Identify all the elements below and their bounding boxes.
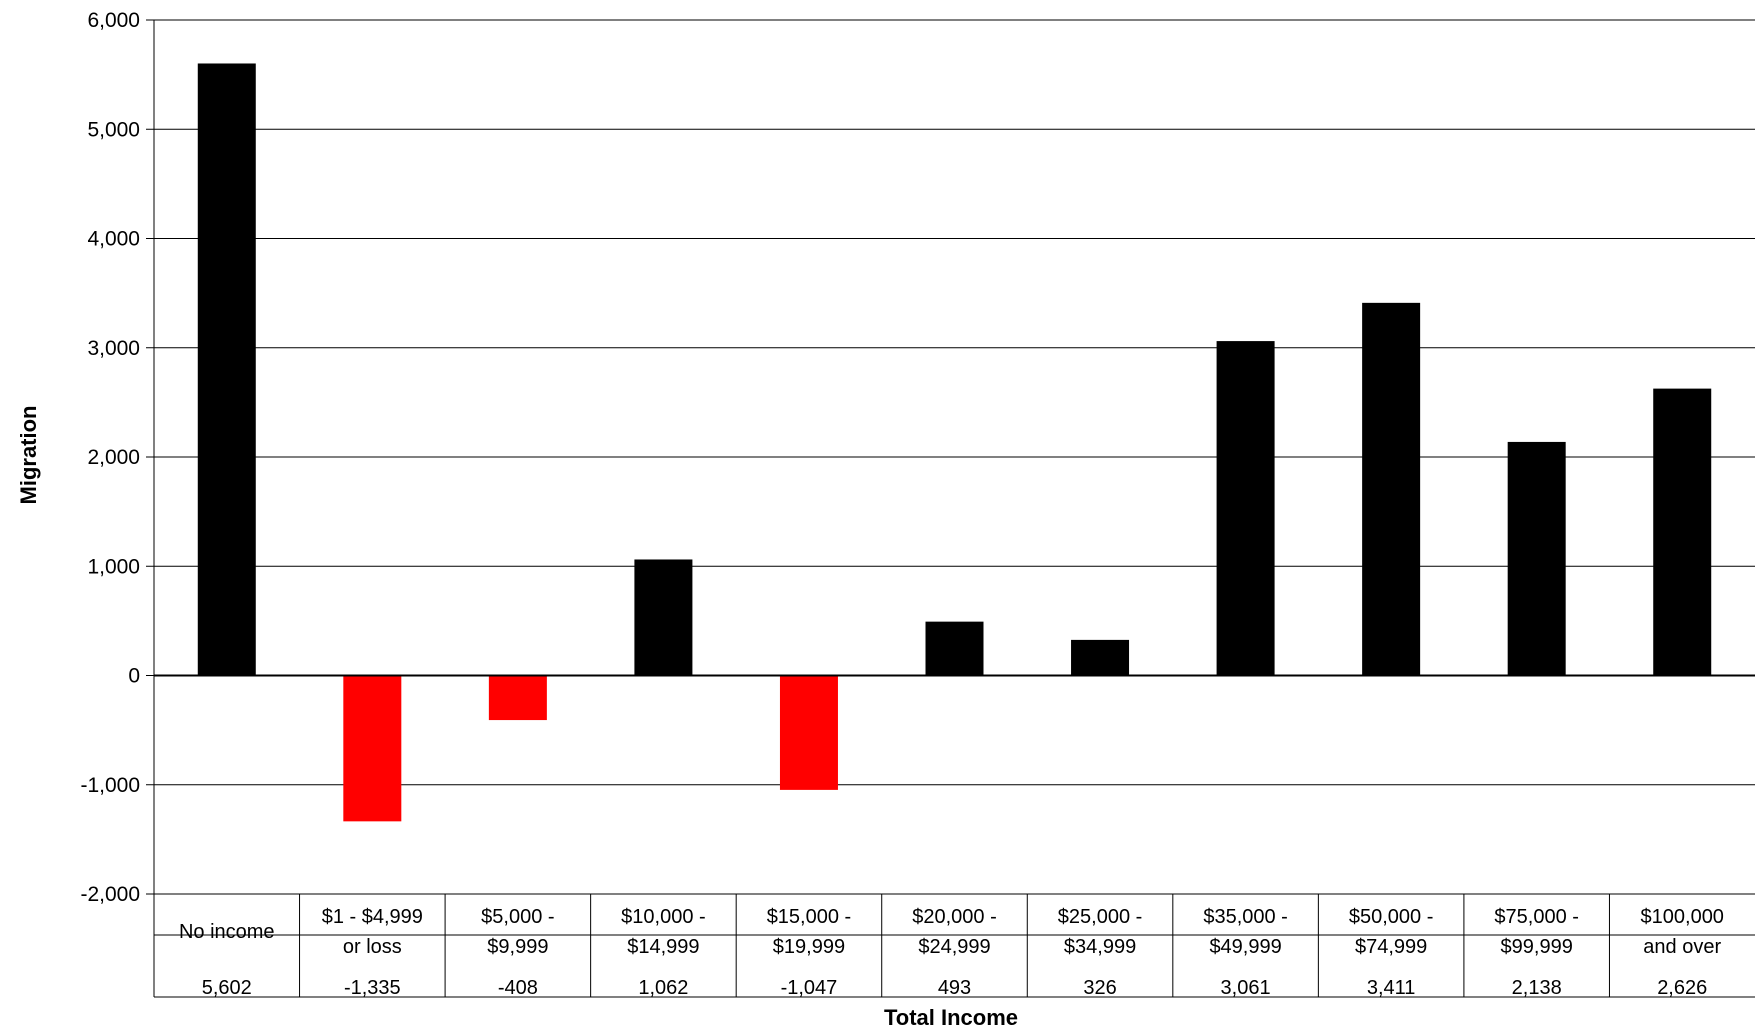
bar: [488, 675, 547, 721]
bar: [1216, 341, 1275, 676]
value-label: 1,062: [638, 977, 688, 999]
value-label: 326: [1083, 977, 1116, 999]
y-axis: -2,000 -1,000 0 1,000 2,000 3,000 4,000 5,000 6,…: [80, 9, 1755, 997]
y-tick-label: 2,000: [87, 446, 140, 469]
category-label-line: $24,999: [918, 936, 990, 958]
value-label: 5,602: [202, 977, 252, 999]
category-label-line: $50,000 -: [1349, 906, 1434, 928]
category-label: $35,000 - $49,999: [1203, 906, 1288, 958]
y-tick-label: -1,000: [80, 774, 140, 797]
bars: [197, 63, 1712, 822]
y-tick-label: 6,000: [87, 9, 140, 32]
value-label: -1,047: [781, 977, 838, 999]
category-label: No income: [179, 921, 275, 943]
category-label-line: $100,000: [1641, 906, 1724, 928]
bar: [1071, 639, 1130, 676]
bar: [1653, 388, 1712, 676]
category-label-line: or loss: [343, 936, 402, 958]
category-label: $75,000 - $99,999: [1494, 906, 1579, 958]
category-label: $10,000 - $14,999: [621, 906, 706, 958]
bar: [343, 675, 402, 822]
category-label-line: $34,999: [1064, 936, 1136, 958]
category-label: $15,000 - $19,999: [767, 906, 852, 958]
bar: [1507, 441, 1566, 676]
value-label: 3,061: [1221, 977, 1271, 999]
category-label-line: $25,000 -: [1058, 906, 1143, 928]
category-label-line: $9,999: [487, 936, 548, 958]
category-label-line: $15,000 -: [767, 906, 852, 928]
gridlines: [154, 19, 1755, 895]
category-label-line: $1 - $4,999: [322, 906, 423, 928]
category-label: $25,000 - $34,999: [1058, 906, 1143, 958]
y-tick-label: 5,000: [87, 118, 140, 141]
bar: [779, 675, 838, 790]
category-label-line: $49,999: [1209, 936, 1281, 958]
category-label-line: $20,000 -: [912, 906, 997, 928]
category-label-line: $74,999: [1355, 936, 1427, 958]
category-label-line: $14,999: [627, 936, 699, 958]
bar: [197, 63, 256, 676]
category-label: $20,000 - $24,999: [912, 906, 997, 958]
x-axis-title: Total Income: [884, 1005, 1018, 1030]
category-label: $50,000 - $74,999: [1349, 906, 1434, 958]
value-label: 493: [938, 977, 971, 999]
category-label-line: $75,000 -: [1494, 906, 1579, 928]
y-tick-label: 1,000: [87, 555, 140, 578]
value-label: 3,411: [1367, 977, 1416, 999]
y-tick-label: 3,000: [87, 337, 140, 360]
value-label: 2,138: [1512, 977, 1562, 999]
category-label-line: $5,000 -: [481, 906, 554, 928]
y-tick-label: 4,000: [87, 228, 140, 251]
value-label: -1,335: [344, 977, 401, 999]
bar: [925, 621, 984, 676]
category-label-line: $99,999: [1501, 936, 1573, 958]
category-label-line: $19,999: [773, 936, 845, 958]
bar: [1362, 302, 1421, 676]
y-axis-title: Migration: [16, 406, 41, 505]
bar: [634, 559, 693, 676]
category-label-line: and over: [1643, 936, 1721, 958]
value-label: 2,626: [1657, 977, 1707, 999]
category-label-line: $10,000 -: [621, 906, 706, 928]
y-tick-label: 0: [128, 665, 140, 688]
y-tick-label: -2,000: [80, 883, 140, 906]
data-table: No income 5,602 $1 - $4,999 or loss -1,335 $5…: [154, 893, 1755, 999]
category-label-line: $35,000 -: [1203, 906, 1288, 928]
category-label: $100,000 and over: [1641, 906, 1724, 958]
value-label: -408: [498, 977, 538, 999]
category-label: $5,000 - $9,999: [481, 906, 554, 958]
category-label: $1 - $4,999 or loss: [322, 906, 423, 958]
